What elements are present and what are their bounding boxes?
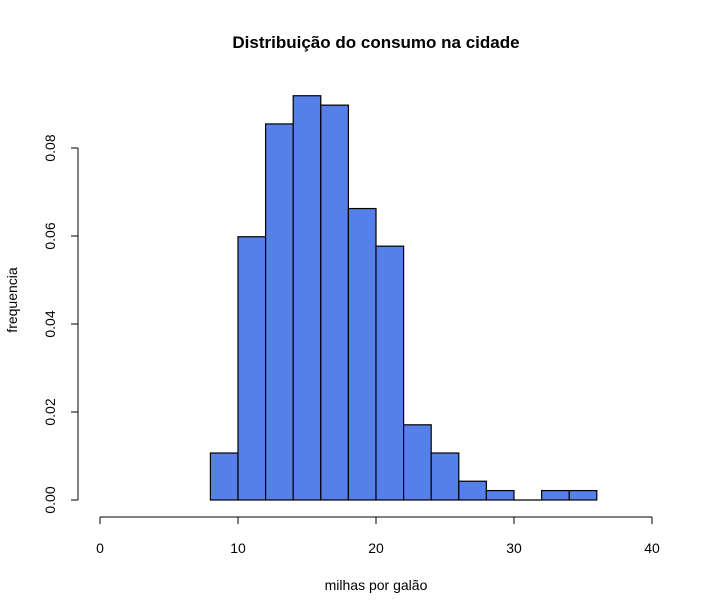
y-tick-label: 0.08 [42, 134, 58, 161]
y-axis-label: frequencia [4, 267, 20, 333]
x-tick-label: 0 [96, 540, 104, 556]
histogram-bar [292, 95, 322, 501]
histogram-bar [485, 489, 515, 501]
histogram-bar [375, 245, 405, 501]
histogram-bar [403, 424, 432, 501]
y-tick-label: 0.00 [42, 486, 58, 513]
x-tick-label: 10 [230, 540, 246, 556]
histogram-bar [237, 236, 267, 501]
histogram-bar [320, 104, 349, 501]
histogram-bar [347, 207, 377, 501]
histogram-bar [458, 480, 487, 501]
x-tick-label: 20 [368, 540, 384, 556]
y-tick-label: 0.02 [42, 398, 58, 425]
histogram-bar [540, 489, 570, 501]
x-tick-label: 40 [644, 540, 660, 556]
histogram-bar [568, 489, 598, 501]
y-tick-label: 0.04 [42, 310, 58, 337]
chart-title: Distribuição do consumo na cidade [232, 33, 519, 52]
histogram-bar [265, 123, 294, 501]
histogram-bar [430, 452, 460, 501]
x-axis-label: milhas por galão [325, 577, 428, 593]
histogram-bar [209, 452, 239, 501]
x-tick-label: 30 [506, 540, 522, 556]
y-tick-label: 0.06 [42, 222, 58, 249]
